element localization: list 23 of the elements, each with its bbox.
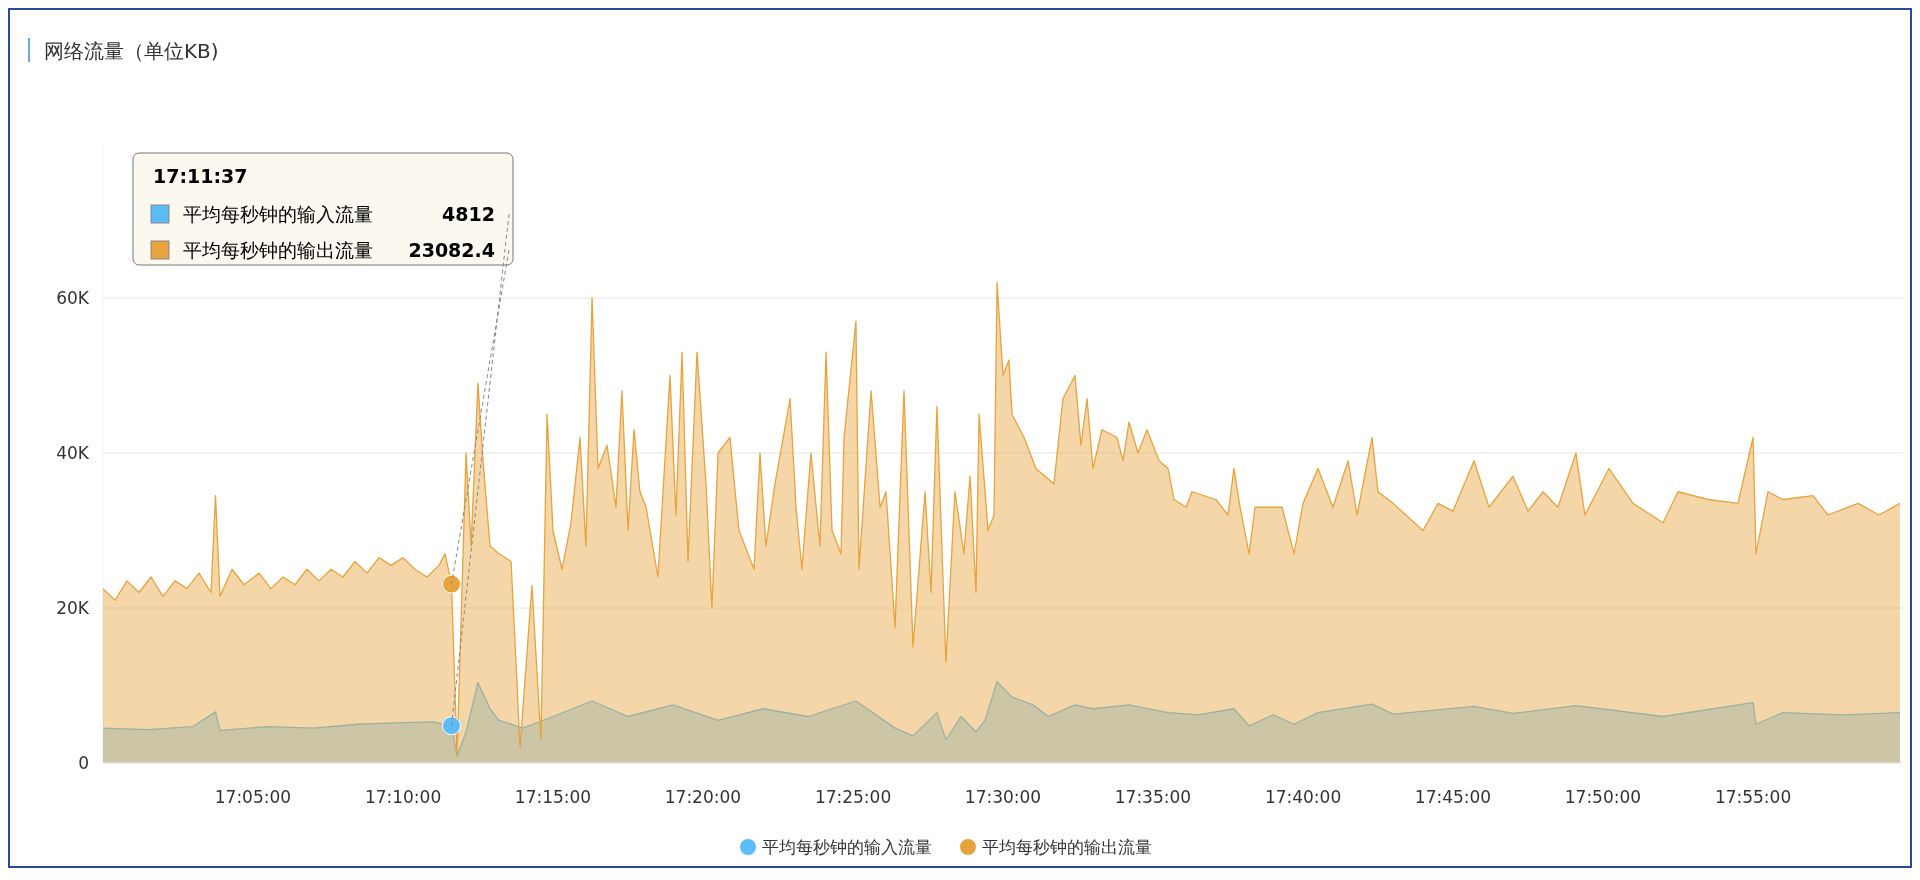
x-tick-label: 17:05:00 <box>214 787 292 807</box>
x-tick-label: 17:45:00 <box>1414 787 1492 807</box>
y-tick-label: 60K <box>56 287 90 308</box>
annotation: 4812 <box>442 203 495 225</box>
x-tick-label: 17:35:00 <box>1114 787 1192 807</box>
x-tick-label: 17:15:00 <box>514 787 592 807</box>
annotation: 23082.4 <box>408 239 495 261</box>
x-tick-label: 17:25:00 <box>814 787 892 807</box>
legend-label: 平均每秒钟的输出流量 <box>183 239 373 261</box>
y-tick-label: 40K <box>56 442 90 463</box>
x-tick-label: 17:10:00 <box>364 787 442 807</box>
y-tick-label: 20K <box>56 597 90 618</box>
text: 平均每秒钟的输出流量 <box>982 837 1152 857</box>
annotation: 17:11:37 <box>153 165 248 187</box>
x-tick-label: 17:30:00 <box>964 787 1042 807</box>
x-tick-label: 17:40:00 <box>1264 787 1342 807</box>
x-tick-label: 17:50:00 <box>1564 787 1642 807</box>
y-tick-label: 0 <box>78 752 89 773</box>
legend-label: 平均每秒钟的输入流量 <box>762 837 932 857</box>
x-tick-label: 17:20:00 <box>664 787 742 807</box>
chart-title: 网络流量（单位KB) <box>44 39 219 63</box>
x-tick-label: 17:55:00 <box>1714 787 1792 807</box>
text: 平均每秒钟的输入流量 <box>183 203 373 225</box>
